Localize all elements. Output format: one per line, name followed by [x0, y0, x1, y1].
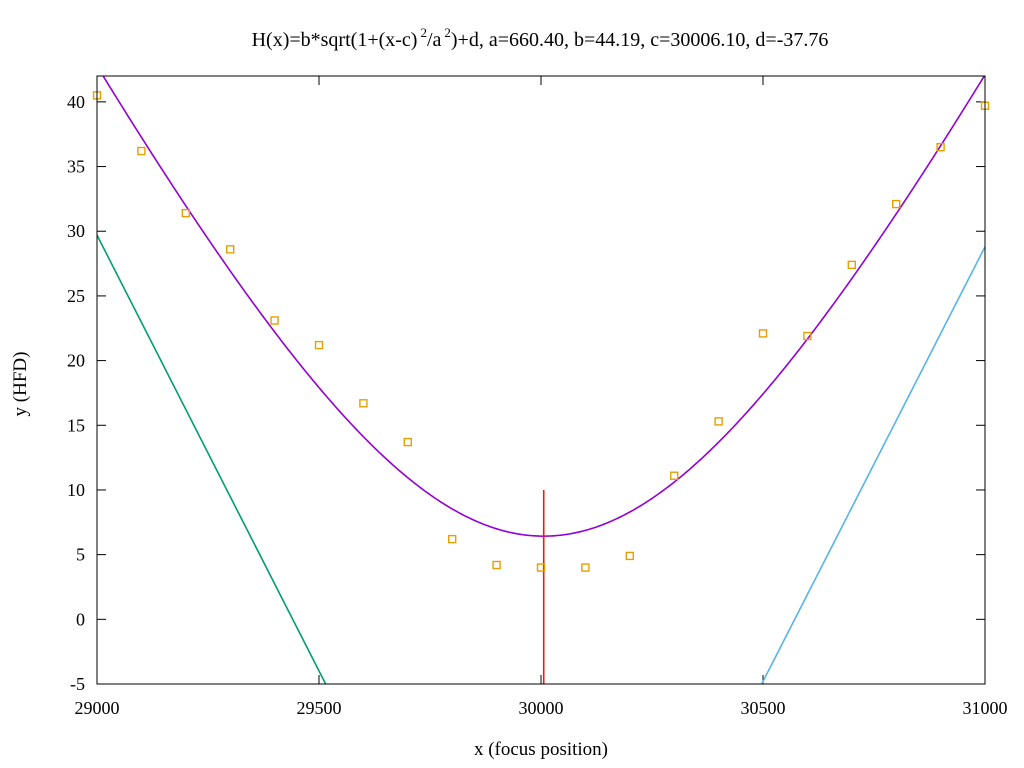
data-point: [403, 437, 412, 447]
y-tick-label: 25: [67, 286, 85, 306]
y-tick-label: 15: [67, 415, 85, 435]
title-superscript-2: 2: [444, 25, 451, 40]
hyperbola-fit-curve: [102, 76, 985, 537]
y-tick-label: 40: [67, 92, 85, 112]
data-point: [936, 142, 945, 152]
data-point: [758, 329, 768, 338]
plot-layer: -5 0 5 10 15 20 25 30 35 40 29000 29500 30000 30500 31…: [67, 75, 1008, 718]
data-point: [670, 471, 679, 480]
chart-title: H(x)=b*sqrt(1+(x-c) 2/a 2)+d, a=660.40, b=…: [252, 25, 829, 51]
x-tick-label: 30000: [519, 698, 564, 718]
title-superscript-1: 2: [420, 25, 427, 40]
data-point: [359, 399, 368, 408]
y-axis-label: y (HFD): [10, 352, 31, 417]
y-tick-label: 20: [67, 351, 85, 371]
data-point: [270, 316, 279, 325]
data-point: [714, 417, 723, 426]
y-tick-label: 5: [76, 545, 85, 565]
y-tick-label: 30: [67, 221, 85, 241]
data-point: [892, 199, 901, 209]
x-tick-label: 30500: [741, 698, 786, 718]
data-point: [625, 551, 634, 561]
title-part-3: )+d, a=660.40, b=44.19, c=30006.10, d=-3…: [451, 29, 828, 51]
y-tick-label: 10: [67, 480, 85, 500]
data-point: [581, 563, 590, 572]
data-point: [847, 260, 856, 270]
data-point: [137, 146, 146, 156]
data-point: [492, 560, 501, 570]
y-tick-label: -5: [70, 674, 85, 694]
line-series-2: [97, 234, 327, 684]
data-point: [803, 331, 812, 341]
y-tick-label: 0: [76, 609, 85, 629]
line-series-3: [760, 246, 985, 684]
title-part-2: /a: [427, 29, 442, 51]
data-point: [314, 340, 324, 350]
x-tick-label: 29000: [75, 698, 120, 718]
plot-frame: [96, 75, 986, 685]
data-point: [536, 563, 546, 572]
data-point: [448, 534, 457, 544]
title-part-1: H(x)=b*sqrt(1+(x-c): [252, 29, 418, 51]
x-tick-label: 29500: [297, 698, 342, 718]
data-point: [225, 245, 235, 254]
data-point: [181, 208, 191, 218]
x-axis-label: x (focus position): [474, 739, 608, 760]
x-tick-label: 31000: [963, 698, 1008, 718]
y-tick-label: 35: [67, 157, 85, 177]
